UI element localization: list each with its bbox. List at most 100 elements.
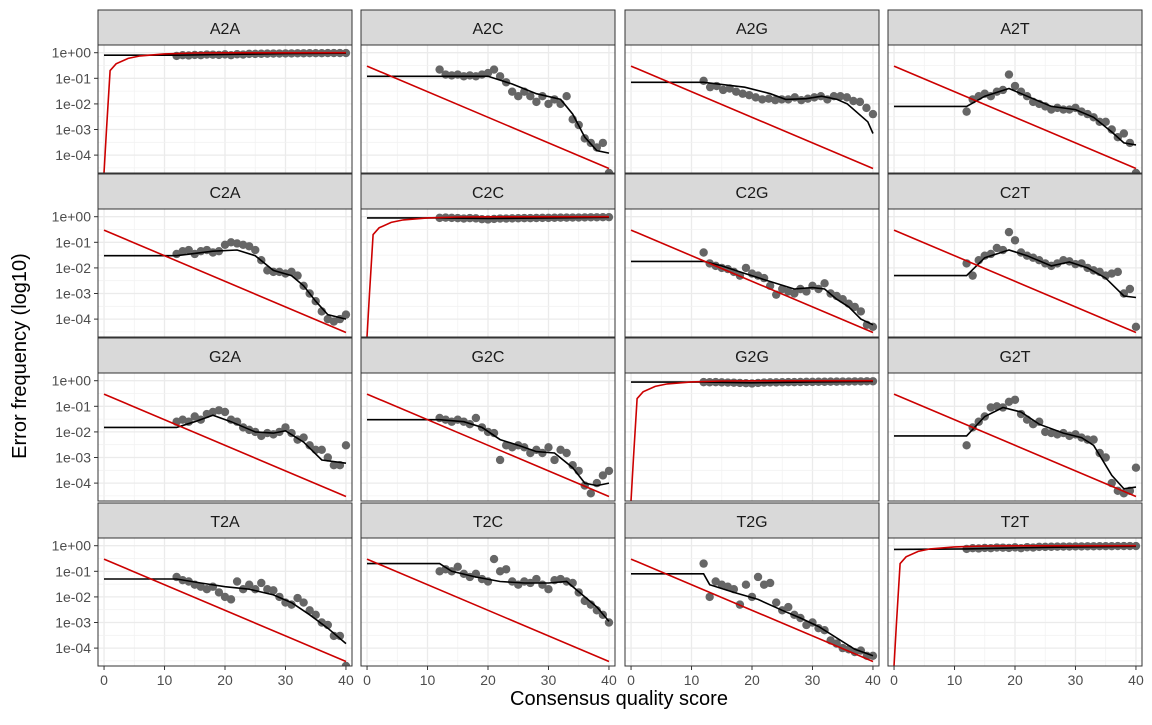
- panel-border: [97, 372, 353, 502]
- y-tick-label: 1e-01: [55, 234, 91, 250]
- data-point: [962, 441, 971, 450]
- data-point: [562, 92, 571, 101]
- nominal-error-line: [630, 229, 874, 334]
- data-point: [1010, 236, 1020, 245]
- facet-title: C2G: [736, 185, 769, 202]
- data-point: [592, 606, 602, 615]
- y-tick-label: 1e-03: [55, 122, 91, 138]
- data-point: [842, 93, 852, 102]
- panel-grid: [98, 373, 352, 501]
- facet-panel-g2t: G2T: [887, 337, 1143, 502]
- fitted-error-line: [894, 406, 1137, 490]
- nominal-error-line: [103, 229, 347, 334]
- data-point: [868, 109, 878, 119]
- facet-strip: [360, 173, 616, 210]
- y-tick-label: 1e-04: [55, 147, 91, 163]
- facet-strip: [97, 9, 353, 46]
- data-point: [471, 413, 481, 423]
- panel-data-layer: [366, 393, 614, 498]
- x-tick-label: 40: [1128, 672, 1144, 688]
- panel-grid: [361, 373, 615, 501]
- data-point: [855, 97, 865, 107]
- panel-data-layer: [103, 558, 351, 666]
- data-point: [1131, 168, 1141, 173]
- facet-panel-t2c: T2C 0 10 20 30 40: [360, 502, 617, 688]
- data-point: [435, 65, 444, 74]
- data-point: [1101, 117, 1110, 127]
- facet-title: C2C: [472, 185, 504, 202]
- nominal-error-line: [893, 65, 1137, 170]
- data-point: [836, 92, 845, 101]
- data-point: [738, 89, 747, 98]
- panel-border: [360, 372, 616, 502]
- panel-grid: [888, 538, 1142, 666]
- facet-strip: [360, 502, 616, 539]
- data-point: [532, 97, 541, 107]
- y-tick-label: 1e-04: [55, 640, 91, 656]
- facet-strip: [887, 173, 1143, 210]
- x-tick-label: 30: [1068, 672, 1084, 688]
- data-point: [514, 92, 523, 101]
- data-point: [287, 267, 296, 277]
- data-point: [1131, 322, 1141, 332]
- data-point: [299, 598, 308, 607]
- data-point: [1083, 435, 1092, 444]
- nominal-error-line: [366, 65, 610, 170]
- data-point: [544, 99, 553, 109]
- facet-strip: [624, 173, 880, 210]
- panel-data-layer: [366, 212, 614, 337]
- facet-panel-t2a: T2A 1e+00 1e-01 1e-02 1e-03 1e-04 0 10 20 30 40: [52, 502, 354, 688]
- data-point: [705, 82, 715, 92]
- facet-panel-t2t: T2T 0 10 20 30 40: [887, 502, 1144, 688]
- x-tick-label: 30: [805, 672, 821, 688]
- fitted-error-line: [631, 81, 874, 134]
- data-point: [820, 279, 829, 288]
- data-point: [489, 428, 499, 438]
- x-tick-label: 30: [541, 672, 557, 688]
- data-point: [507, 87, 517, 96]
- panel-data-layer: [103, 229, 351, 334]
- panel-border: [360, 208, 616, 338]
- facet-strip: [624, 9, 880, 46]
- data-point: [226, 595, 236, 604]
- y-tick-label: 1e-03: [55, 286, 91, 302]
- panel-border: [624, 208, 880, 338]
- data-point: [269, 586, 278, 595]
- y-tick-label: 1e-03: [55, 615, 91, 631]
- nominal-error-line: [103, 51, 347, 173]
- data-point: [784, 602, 793, 612]
- panel-grid: [625, 45, 879, 173]
- x-tick-label: 20: [217, 672, 233, 688]
- x-tick-label: 20: [1007, 672, 1023, 688]
- nominal-error-line: [630, 379, 874, 501]
- facet-title: T2G: [736, 514, 767, 531]
- y-tick-label: 1e-02: [55, 96, 91, 112]
- data-point: [1004, 70, 1014, 79]
- data-point: [1089, 435, 1098, 444]
- data-point: [214, 588, 224, 597]
- facet-panel-a2a: A2A 1e+00 1e-01 1e-02 1e-03 1e-04: [52, 9, 353, 174]
- data-point: [538, 448, 547, 458]
- panel-border: [97, 44, 353, 174]
- data-point: [1004, 227, 1014, 237]
- data-point: [305, 606, 314, 615]
- facet-panel-a2c: A2C: [360, 9, 616, 174]
- data-point: [299, 433, 308, 442]
- panel-border: [97, 208, 353, 338]
- fitted-error-line: [104, 414, 347, 464]
- data-point: [495, 455, 505, 465]
- facet-panel-g2g: G2G: [624, 337, 880, 502]
- panel-border: [624, 44, 880, 174]
- x-tick-label: 30: [278, 672, 294, 688]
- nominal-error-line: [366, 558, 610, 663]
- data-point: [604, 168, 614, 173]
- y-tick-label: 1e-03: [55, 450, 91, 466]
- y-tick-label: 1e-02: [55, 589, 91, 605]
- facet-title: G2A: [209, 349, 241, 366]
- y-tick-label: 1e-01: [55, 563, 91, 579]
- nominal-error-line: [103, 393, 347, 498]
- facet-strip: [360, 337, 616, 374]
- panel-grid: [361, 538, 615, 666]
- x-tick-label: 0: [100, 672, 108, 688]
